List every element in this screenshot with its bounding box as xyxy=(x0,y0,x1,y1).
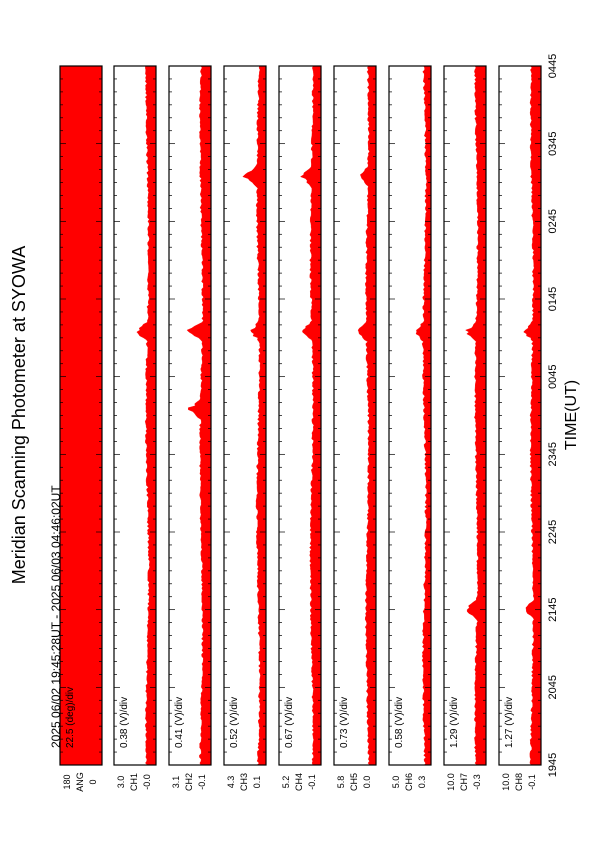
y-tick-bottom: 0.3 xyxy=(417,776,427,789)
x-tick-2245: 2245 xyxy=(547,520,559,544)
x-tick-1945: 1945 xyxy=(547,753,559,777)
y-tick-top: 4.3 xyxy=(226,776,236,789)
y-tick-top: 5.0 xyxy=(391,776,401,789)
channel-label: CH2 xyxy=(184,773,194,791)
scale-label: 0.73 (V)/div xyxy=(339,697,350,748)
x-tick-0245: 0245 xyxy=(547,209,559,233)
y-tick-top: 10.0 xyxy=(501,773,511,791)
channel-label: CH4 xyxy=(294,773,304,791)
x-tick-2145: 2145 xyxy=(547,597,559,621)
x-tick-0145: 0145 xyxy=(547,287,559,311)
channel-label: ANG xyxy=(75,772,85,792)
angle-fill xyxy=(60,66,102,765)
series-trace-ch6 xyxy=(415,65,432,766)
series-trace-ch5 xyxy=(357,65,377,766)
y-tick-bottom: 0.0 xyxy=(362,776,372,789)
series-trace-ch7 xyxy=(465,65,487,766)
x-axis-label: TIME(UT) xyxy=(563,380,580,450)
y-tick-top: 3.0 xyxy=(116,776,126,789)
scale-label: 0.52 (V)/div xyxy=(229,697,240,748)
chart-title: Meridian Scanning Photometer at SYOWA xyxy=(9,246,29,585)
series-trace-ch2 xyxy=(186,65,212,766)
scale-label: 0.67 (V)/div xyxy=(284,697,295,748)
y-tick-bottom: -0.1 xyxy=(527,774,537,790)
x-tick-2045: 2045 xyxy=(547,675,559,699)
series-trace-ch4 xyxy=(300,65,322,766)
channel-label: CH3 xyxy=(239,773,249,791)
scale-label: 0.41 (V)/div xyxy=(174,697,185,748)
scale-label: 1.27 (V)/div xyxy=(504,697,515,748)
y-tick-bottom: 0 xyxy=(88,779,98,784)
y-tick-top: 10.0 xyxy=(446,773,456,791)
y-tick-top: 5.2 xyxy=(281,776,291,789)
y-tick-bottom: -0.1 xyxy=(307,774,317,790)
series-trace-ch8 xyxy=(523,65,542,766)
scale-label: 0.58 (V)/div xyxy=(394,697,405,748)
y-tick-bottom: -0.3 xyxy=(472,774,482,790)
x-tick-labels: 1945 2045 2145 2245 2345 0045 0145 0245 0345 0445 xyxy=(547,54,559,777)
x-tick-0045: 0045 xyxy=(547,364,559,388)
channel-label: CH5 xyxy=(349,773,359,791)
scale-label: 0.38 (V)/div xyxy=(119,697,130,748)
x-tick-2345: 2345 xyxy=(547,442,559,466)
channel-label: CH8 xyxy=(514,773,524,791)
y-tick-top: 180 xyxy=(62,774,72,789)
x-tick-0345: 0345 xyxy=(547,131,559,155)
x-tick-0445: 0445 xyxy=(547,54,559,78)
series-trace-ch1 xyxy=(136,65,157,766)
scale-label: 22.5 (deg)/div xyxy=(65,687,76,748)
time-range-label: 2025 06/02 19:45:28UT - 2025 06/03 04:46… xyxy=(49,485,63,748)
y-tick-top: 5.8 xyxy=(336,776,346,789)
y-tick-bottom: -0.0 xyxy=(142,774,152,790)
channel-label: CH7 xyxy=(459,773,469,791)
channel-label: CH6 xyxy=(404,773,414,791)
scale-label: 1.29 (V)/div xyxy=(449,697,460,748)
chart-title-group: Meridian Scanning Photometer at SYOWA xyxy=(9,246,29,585)
y-tick-bottom: -0.1 xyxy=(197,774,207,790)
series-trace-ch3 xyxy=(242,65,267,766)
y-tick-bottom: 0.1 xyxy=(252,776,262,789)
y-tick-top: 3.1 xyxy=(171,776,181,789)
channel-label: CH1 xyxy=(129,773,139,791)
